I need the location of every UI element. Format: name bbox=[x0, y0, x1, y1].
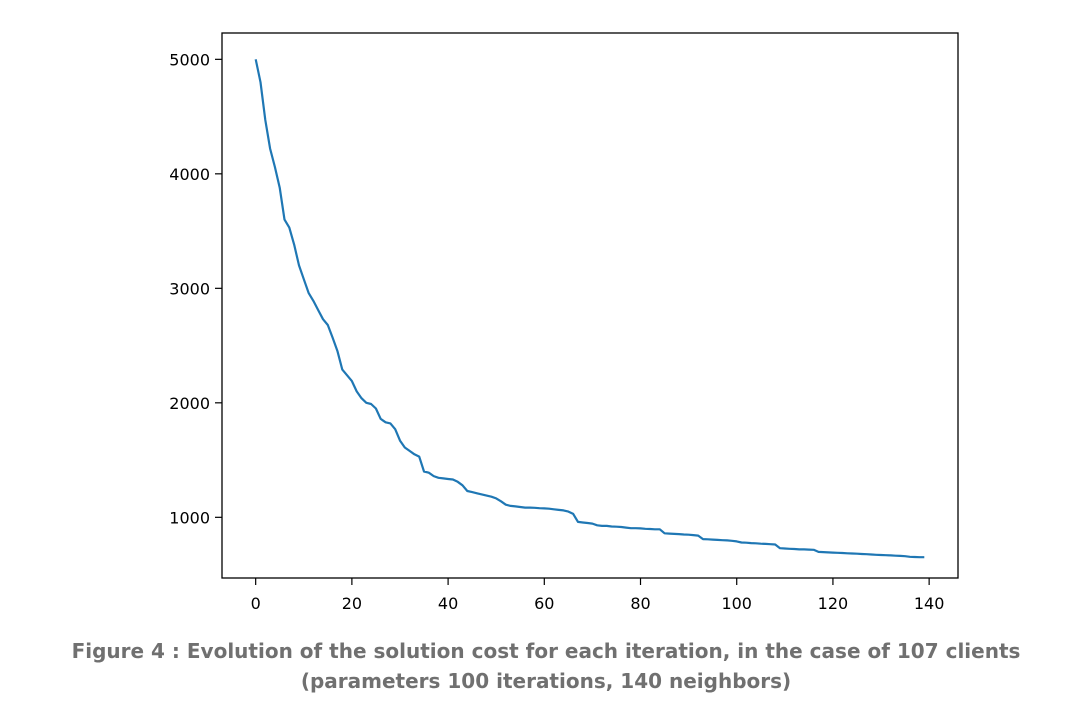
y-tick-label: 2000 bbox=[169, 394, 210, 413]
figure-caption: Figure 4 : Evolution of the solution cos… bbox=[0, 636, 1092, 696]
x-tick-label: 60 bbox=[534, 594, 554, 613]
y-tick-label: 1000 bbox=[169, 508, 210, 527]
y-tick-label: 4000 bbox=[169, 165, 210, 184]
series-line bbox=[254, 59, 925, 559]
x-tick-label: 20 bbox=[342, 594, 362, 613]
x-tick-label: 120 bbox=[818, 594, 849, 613]
x-tick-label: 100 bbox=[721, 594, 752, 613]
y-tick-label: 3000 bbox=[169, 279, 210, 298]
line-chart: 1000 2000 3000 4000 5000 0 20 40 60 80 100 120 140 bbox=[169, 32, 959, 613]
y-tick-label: 5000 bbox=[169, 50, 210, 69]
x-tick-label: 40 bbox=[438, 594, 458, 613]
caption-line-1: Figure 4 : Evolution of the solution cos… bbox=[71, 639, 1021, 663]
y-axis: 1000 2000 3000 4000 5000 bbox=[169, 50, 222, 527]
caption-line-2: (parameters 100 iterations, 140 neighbor… bbox=[300, 669, 792, 693]
plot-frame bbox=[221, 32, 959, 579]
x-tick-label: 0 bbox=[251, 594, 261, 613]
x-tick-label: 140 bbox=[914, 594, 945, 613]
x-axis: 0 20 40 60 80 100 120 140 bbox=[251, 578, 945, 613]
x-tick-label: 80 bbox=[630, 594, 650, 613]
